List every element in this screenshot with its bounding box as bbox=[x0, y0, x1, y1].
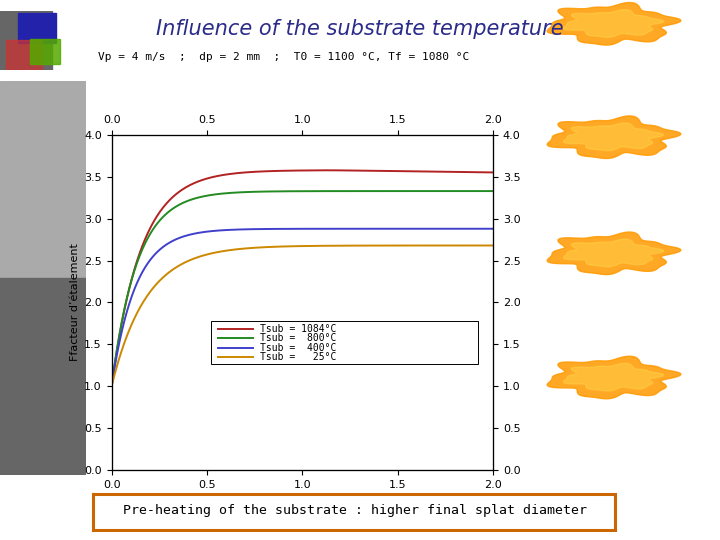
Text: Pre-heating of the substrate : higher final splat diameter: Pre-heating of the substrate : higher fi… bbox=[122, 504, 587, 517]
Bar bbox=[0, 81, 86, 278]
Text: 34: 34 bbox=[13, 501, 30, 515]
Bar bbox=[0, 278, 86, 475]
FancyBboxPatch shape bbox=[211, 321, 478, 364]
Text: Vp = 4 m/s  ;  dp = 2 mm  ;  T0 = 1100 °C, Tf = 1080 °C: Vp = 4 m/s ; dp = 2 mm ; T0 = 1100 °C, T… bbox=[98, 52, 469, 62]
Text: 00 : 16#s: 00 : 16#s bbox=[1, 520, 42, 529]
Polygon shape bbox=[563, 123, 664, 151]
Text: Tsub = 1084°C: Tsub = 1084°C bbox=[261, 324, 337, 334]
Text: Tsub =   25°C: Tsub = 25°C bbox=[261, 352, 337, 362]
Bar bbox=[30, 39, 60, 64]
Polygon shape bbox=[547, 232, 681, 274]
Polygon shape bbox=[563, 363, 664, 391]
Polygon shape bbox=[547, 116, 681, 158]
Y-axis label: Ffacteur d’étalement: Ffacteur d’étalement bbox=[70, 244, 80, 361]
Polygon shape bbox=[547, 3, 681, 45]
Text: Tsub =  400°C: Tsub = 400°C bbox=[261, 342, 337, 353]
Bar bbox=[18, 12, 56, 43]
Bar bbox=[0, 11, 53, 70]
Text: Influence of the substrate temperature: Influence of the substrate temperature bbox=[156, 19, 564, 39]
Polygon shape bbox=[563, 239, 664, 267]
X-axis label: Time (ms): Time (ms) bbox=[271, 494, 334, 507]
Text: Tsub =  800°C: Tsub = 800°C bbox=[261, 333, 337, 343]
Bar bbox=[6, 40, 42, 70]
FancyBboxPatch shape bbox=[93, 494, 616, 530]
Polygon shape bbox=[563, 10, 664, 37]
Polygon shape bbox=[547, 356, 681, 399]
